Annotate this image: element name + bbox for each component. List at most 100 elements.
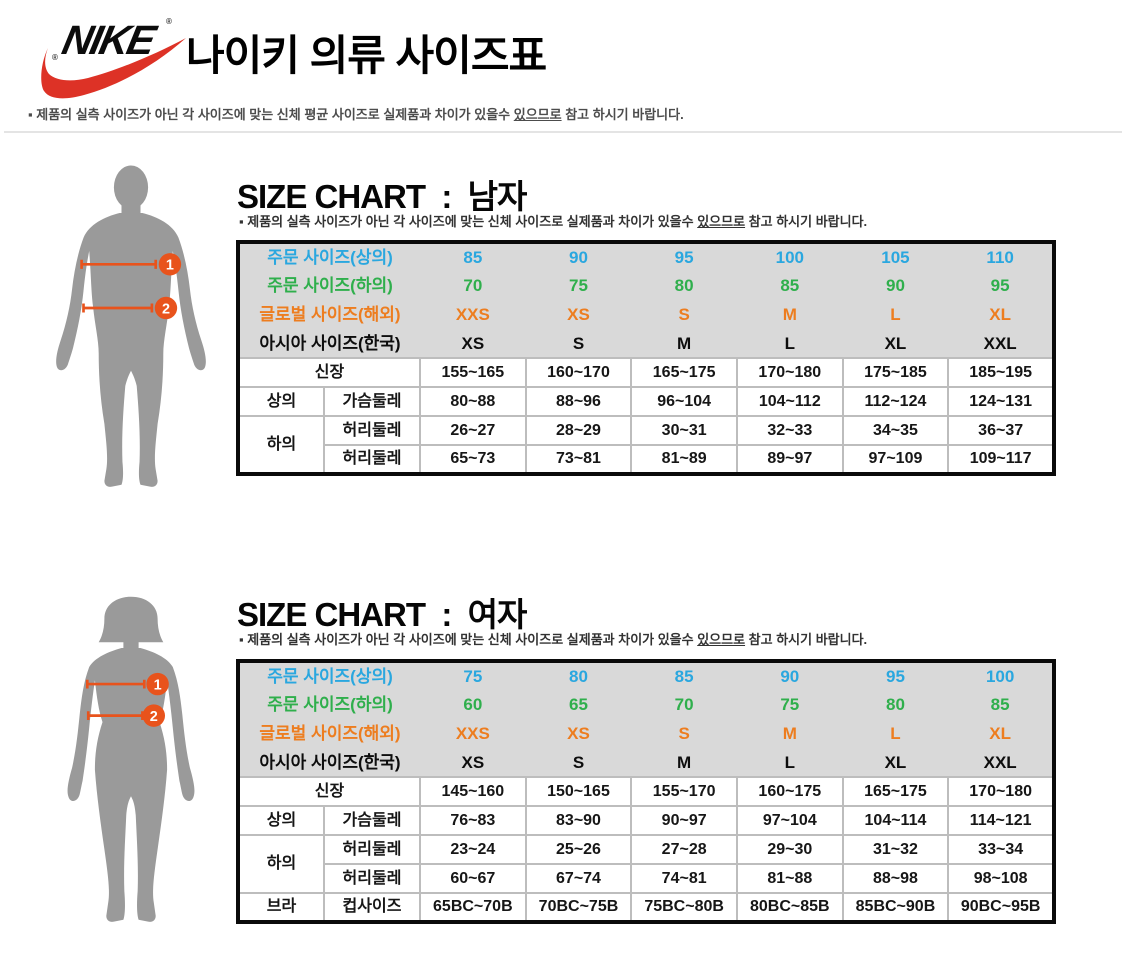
measure-label: 하의 bbox=[237, 415, 325, 475]
size-value: XXL bbox=[948, 329, 1054, 358]
measure-value: 97~104 bbox=[735, 805, 844, 836]
measure-value: 65BC~70B bbox=[419, 892, 527, 923]
size-value: M bbox=[736, 300, 843, 329]
measure-value: 81~88 bbox=[735, 863, 844, 894]
size-value: 100 bbox=[948, 661, 1054, 690]
note-bullet: ▪ bbox=[28, 107, 33, 122]
size-header-row: 주문 사이즈(하의) 60 65 70 75 80 85 bbox=[238, 690, 1054, 719]
size-value: XL bbox=[948, 300, 1054, 329]
size-value: 105 bbox=[842, 242, 949, 271]
size-header-row: 아시아 사이즈(한국) XS S M L XL XXL bbox=[238, 748, 1054, 777]
size-value: L bbox=[842, 300, 949, 329]
size-value: XS bbox=[525, 300, 632, 329]
top-note: ▪ 제품의 실측 사이즈가 아닌 각 사이즈에 맞는 신체 평균 사이즈로 실제… bbox=[28, 107, 684, 122]
measure-label: 브라 bbox=[237, 892, 325, 923]
size-value: 85 bbox=[736, 271, 843, 300]
measure-value: 185~195 bbox=[947, 357, 1055, 388]
size-value: M bbox=[631, 748, 737, 777]
measure-value: 170~180 bbox=[735, 357, 844, 388]
size-value: 80 bbox=[525, 661, 632, 690]
size-row-label: 아시아 사이즈(한국) bbox=[238, 748, 420, 777]
size-row-label: 글로벌 사이즈(해외) bbox=[238, 300, 420, 329]
measure-value: 160~170 bbox=[524, 357, 633, 388]
measure-value: 124~131 bbox=[947, 386, 1055, 417]
measure-value: 31~32 bbox=[841, 834, 950, 865]
measure-value: 90BC~95B bbox=[947, 892, 1055, 923]
measure-value: 73~81 bbox=[524, 444, 633, 475]
male-silhouette-neck bbox=[121, 194, 141, 215]
size-value: XXS bbox=[420, 719, 526, 748]
measure-value: 27~28 bbox=[630, 834, 738, 865]
measure-value: 33~34 bbox=[947, 834, 1055, 865]
size-value: 80 bbox=[842, 690, 949, 719]
measure-value: 165~175 bbox=[630, 357, 738, 388]
waist-measure-marker bbox=[154, 296, 178, 320]
size-row-label: 글로벌 사이즈(해외) bbox=[238, 719, 420, 748]
female-silhouette-neck bbox=[123, 629, 139, 650]
measure-value: 75BC~80B bbox=[630, 892, 738, 923]
female-silhouette-body bbox=[67, 648, 195, 922]
measure-value: 89~97 bbox=[735, 444, 844, 475]
size-value: L bbox=[842, 719, 949, 748]
size-value: 60 bbox=[420, 690, 526, 719]
section-note-women: ▪ 제품의 실측 사이즈가 아닌 각 사이즈에 맞는 신체 사이즈로 실제품과 … bbox=[239, 632, 868, 647]
measure-value: 98~108 bbox=[947, 863, 1055, 894]
size-value: M bbox=[631, 329, 737, 358]
measure-value: 88~96 bbox=[524, 386, 633, 417]
measure-row: 신장 145~160 150~165 155~170 160~175 165~175 170… bbox=[237, 776, 1055, 807]
size-value: XL bbox=[842, 748, 949, 777]
size-header-row: 주문 사이즈(상의) 75 80 85 90 95 100 bbox=[238, 661, 1054, 690]
size-value: 80 bbox=[631, 271, 737, 300]
size-value: L bbox=[736, 748, 843, 777]
waist-measure-marker bbox=[142, 704, 166, 727]
measure-value: 28~29 bbox=[524, 415, 633, 446]
chest-measure-line bbox=[80, 259, 158, 269]
female-figure: 1 2 bbox=[67, 596, 195, 922]
size-value: 75 bbox=[736, 690, 843, 719]
size-row-label: 아시아 사이즈(한국) bbox=[238, 329, 420, 358]
size-row-label: 주문 사이즈(상의) bbox=[238, 661, 420, 690]
size-value: 95 bbox=[842, 661, 949, 690]
measure-value: 155~170 bbox=[630, 776, 738, 807]
measure-row: 신장 155~165 160~170 165~175 170~180 175~185 185… bbox=[237, 357, 1055, 388]
measure-value: 23~24 bbox=[419, 834, 527, 865]
measure-value: 81~89 bbox=[630, 444, 738, 475]
size-value: 75 bbox=[525, 271, 632, 300]
nike-logo: NIKE ® ® bbox=[41, 16, 187, 99]
measure-value: 90~97 bbox=[630, 805, 738, 836]
measure-row: 하의 허리둘레 26~27 28~29 30~31 32~33 34~35 36~37 bbox=[237, 415, 1055, 475]
swoosh-registered-mark: ® bbox=[52, 53, 58, 62]
measure-value: 160~175 bbox=[735, 776, 844, 807]
measure-value: 25~26 bbox=[524, 834, 633, 865]
measure-value: 26~27 bbox=[419, 415, 527, 446]
measure-row: 상의 가슴둘레 76~83 83~90 90~97 97~104 104~114 114~12… bbox=[237, 805, 1055, 836]
measure-label: 허리둘레 bbox=[323, 863, 421, 894]
measure-value: 76~83 bbox=[419, 805, 527, 836]
size-header-row: 주문 사이즈(하의) 70 75 80 85 90 95 bbox=[238, 271, 1054, 300]
measure-value: 170~180 bbox=[947, 776, 1055, 807]
size-value: XL bbox=[948, 719, 1054, 748]
size-header-row: 주문 사이즈(상의) 85 90 95 100 105 110 bbox=[238, 242, 1054, 271]
measure-value: 114~121 bbox=[947, 805, 1055, 836]
measure-value: 112~124 bbox=[841, 386, 950, 417]
size-value: 100 bbox=[736, 242, 843, 271]
measure-value: 97~109 bbox=[841, 444, 950, 475]
size-value: M bbox=[736, 719, 843, 748]
measure-value: 60~67 bbox=[419, 863, 527, 894]
measure-value: 34~35 bbox=[841, 415, 950, 446]
chest-measure-line bbox=[85, 679, 146, 689]
chest-measure-marker bbox=[146, 672, 169, 696]
chest-measure-marker bbox=[158, 253, 182, 276]
measure-label: 신장 bbox=[237, 357, 421, 388]
measure-row: 상의 가슴둘레 80~88 88~96 96~104 104~112 112~124 124~… bbox=[237, 386, 1055, 417]
male-silhouette-body bbox=[56, 213, 206, 487]
measure-value: 109~117 bbox=[947, 444, 1055, 475]
measure-value: 80~88 bbox=[419, 386, 527, 417]
size-header-row: 글로벌 사이즈(해외) XXS XS S M L XL bbox=[238, 300, 1054, 329]
measure-label: 하의 bbox=[237, 834, 325, 894]
nike-wordmark: NIKE bbox=[58, 16, 161, 62]
size-row-label: 주문 사이즈(상의) bbox=[238, 242, 420, 271]
size-value: L bbox=[736, 329, 843, 358]
measure-row: 허리둘레 60~67 67~74 74~81 81~88 88~98 98~108 bbox=[238, 863, 1055, 894]
